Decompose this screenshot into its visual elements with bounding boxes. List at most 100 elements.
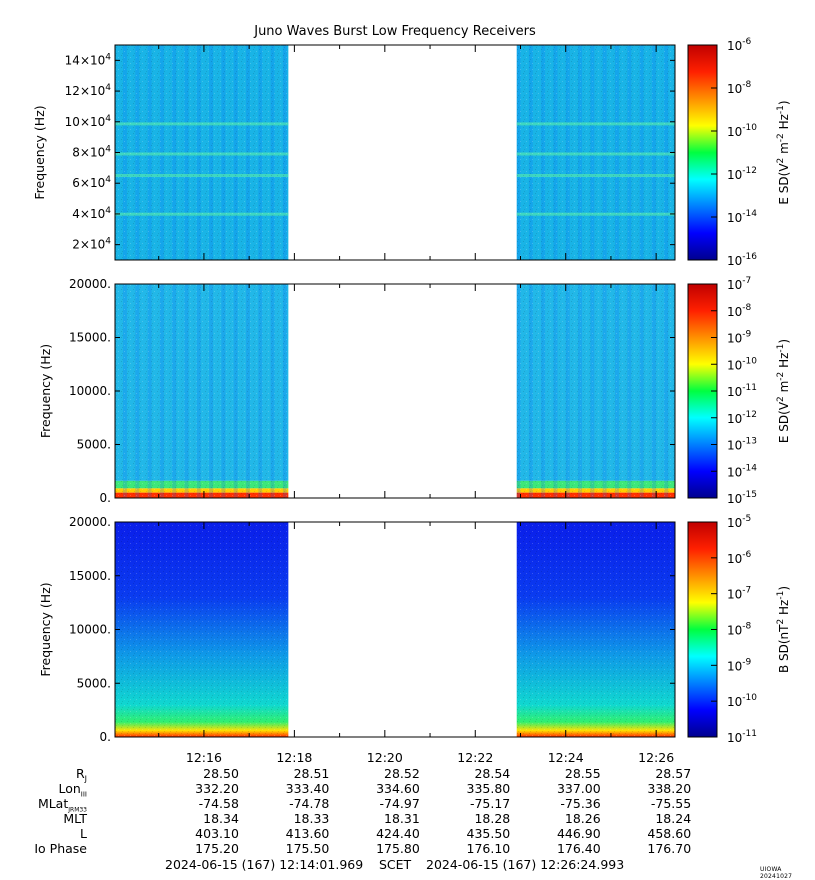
colorbar-tick-label: 10-8	[727, 80, 752, 96]
ephem-value: 332.20	[195, 781, 239, 796]
colorbar-label: B SD(nT2 Hz-1)	[776, 586, 791, 673]
institution-stamp: UIOWA 20241027	[760, 866, 793, 880]
colorbar-tick-label: 10-12	[727, 166, 757, 182]
ephem-value: 18.24	[655, 811, 692, 826]
x-tick-label: 12:26	[638, 750, 674, 765]
ephem-value: -75.17	[469, 796, 511, 811]
colorbar-tick-label: 10-8	[727, 303, 752, 319]
ephem-value: 403.10	[195, 826, 239, 841]
colorbar-tick-label: 10-13	[727, 437, 757, 453]
scet-start: 2024-06-15 (167) 12:14:01.969	[165, 857, 364, 872]
y-tick-label: 15000.	[69, 569, 111, 583]
ephem-value: 176.40	[556, 841, 601, 856]
x-tick-label: 12:24	[548, 750, 584, 765]
ephem-value: 28.54	[474, 766, 511, 781]
colorbar-tick-label: 10-7	[727, 276, 751, 292]
ephem-value: 334.60	[376, 781, 420, 796]
colorbar-tick-label: 10-6	[727, 550, 752, 566]
ephem-value: 28.50	[203, 766, 239, 781]
ephem-value: 18.33	[293, 811, 330, 826]
ephem-value: 175.20	[195, 841, 239, 856]
ephem-value: 18.31	[384, 811, 420, 826]
ephem-label-l: L	[80, 826, 87, 841]
ephem-label-rj: RJ	[75, 766, 87, 784]
y-tick-label: 5000.	[77, 676, 111, 690]
colorbar-tick-label: 10-14	[727, 209, 757, 225]
colorbar-label: E SD(V2 m-2 Hz-1)	[776, 339, 791, 443]
y-tick-label: 15000.	[69, 331, 111, 345]
y-tick-label: 8×104	[72, 145, 111, 160]
y-tick-label: 20000.	[69, 515, 111, 529]
ephem-value: 458.60	[647, 826, 692, 841]
y-axis-label: Frequency (Hz)	[38, 582, 53, 676]
x-tick-label: 12:22	[457, 750, 493, 765]
y-tick-label: 6×104	[72, 175, 111, 190]
x-tick-label: 12:20	[367, 750, 403, 765]
y-tick-label: 2×104	[72, 237, 111, 252]
colorbar-tick-label: 10-14	[727, 463, 757, 479]
ephem-value: 413.60	[285, 826, 330, 841]
colorbar-tick-label: 10-12	[727, 410, 757, 426]
ephem-value: 18.26	[564, 811, 601, 826]
spectrogram-panel: 0. 5000. 10000. 15000. 20000. Frequency (Hz) 1…	[38, 514, 791, 745]
ephem-value: 28.57	[655, 766, 692, 781]
scet-end: 2024-06-15 (167) 12:26:24.993	[426, 857, 625, 872]
y-tick-label: 0.	[100, 491, 111, 505]
ephem-value: 175.50	[285, 841, 330, 856]
colorbar-label: E SD(V2 m-2 Hz-1)	[776, 100, 791, 204]
colorbar-tick-label: 10-8	[727, 622, 752, 638]
ephem-value: 28.55	[564, 766, 601, 781]
colorbar-tick-label: 10-7	[727, 586, 751, 602]
ephem-value: -74.97	[379, 796, 420, 811]
x-tick-label: 12:18	[276, 750, 312, 765]
ephem-value: 176.70	[647, 841, 692, 856]
scet-label: SCET	[379, 857, 412, 872]
colorbar-tick-label: 10-10	[727, 693, 757, 709]
y-tick-label: 10000.	[69, 623, 111, 637]
figure-title: Juno Waves Burst Low Frequency Receivers	[254, 24, 536, 39]
ephem-value: 335.80	[466, 781, 511, 796]
y-tick-label: 20000.	[69, 277, 111, 291]
ephem-label-io-phase: Io Phase	[34, 841, 87, 856]
ephem-value: 446.90	[556, 826, 601, 841]
ephem-value: 18.28	[474, 811, 511, 826]
ephem-label-mlat: MLatJRM33	[37, 796, 87, 814]
colorbar	[687, 44, 718, 261]
colorbar-tick-label: 10-16	[727, 252, 757, 268]
colorbar-tick-label: 10-11	[727, 383, 757, 399]
colorbar-tick-label: 10-10	[727, 123, 757, 139]
y-tick-label: 0.	[100, 730, 111, 744]
colorbar-tick-label: 10-9	[727, 330, 752, 346]
ephem-value: 175.80	[376, 841, 420, 856]
colorbar-tick-label: 10-5	[727, 514, 751, 530]
ephem-value: -75.36	[560, 796, 601, 811]
y-tick-label: 14×104	[65, 52, 112, 67]
colorbar-tick-label: 10-11	[727, 729, 757, 745]
ephem-value: -74.58	[198, 796, 239, 811]
x-tick-label: 12:16	[186, 750, 222, 765]
ephem-value: -74.78	[289, 796, 330, 811]
y-tick-label: 10×104	[65, 114, 112, 129]
ephem-value: 435.50	[466, 826, 511, 841]
spectrogram-panel: 0. 5000. 10000. 15000. 20000. Frequency (Hz) 1…	[38, 276, 791, 506]
colorbar-tick-label: 10-9	[727, 657, 752, 673]
ephem-label-lon: LonIII	[58, 781, 87, 799]
y-tick-label: 10000.	[69, 384, 111, 398]
ephem-label-mlt: MLT	[63, 811, 87, 826]
ephem-value: 337.00	[556, 781, 601, 796]
y-axis-label: Frequency (Hz)	[38, 344, 53, 438]
colorbar-tick-label: 10-10	[727, 356, 757, 372]
ephem-value: 18.34	[203, 811, 239, 826]
ephem-value: 424.40	[376, 826, 420, 841]
ephem-value: 28.52	[384, 766, 420, 781]
y-tick-label: 12×104	[65, 83, 112, 98]
y-tick-label: 4×104	[72, 206, 111, 221]
spectrogram-panel: 2×104 4×104 6×104 8×104 10×104 12×104 14×104 Fr…	[32, 37, 791, 268]
ephem-value: 28.51	[293, 766, 330, 781]
ephem-value: 338.20	[647, 781, 692, 796]
colorbar-tick-label: 10-15	[727, 490, 757, 506]
y-tick-label: 5000.	[77, 438, 111, 452]
ephem-value: -75.55	[650, 796, 692, 811]
ephem-value: 176.10	[466, 841, 511, 856]
